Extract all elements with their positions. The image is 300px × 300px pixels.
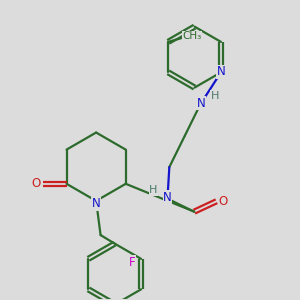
Text: O: O: [219, 195, 228, 208]
Text: N: N: [217, 65, 225, 78]
Text: CH₃: CH₃: [182, 31, 202, 41]
Text: O: O: [32, 177, 41, 190]
Text: N: N: [163, 191, 172, 204]
Text: N: N: [92, 197, 100, 210]
Text: N: N: [197, 97, 206, 110]
Text: H: H: [149, 185, 158, 196]
Text: F: F: [128, 256, 135, 269]
Text: H: H: [211, 91, 219, 101]
